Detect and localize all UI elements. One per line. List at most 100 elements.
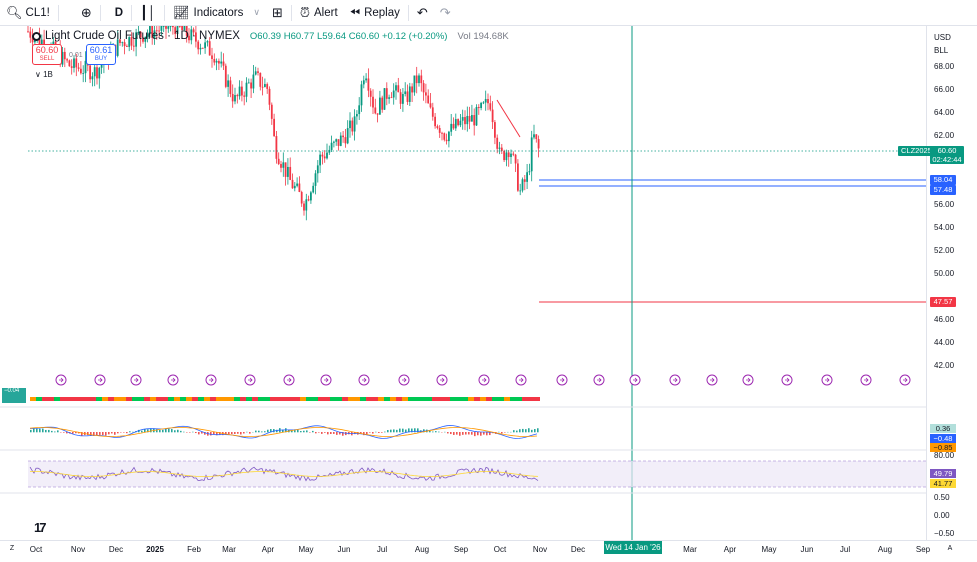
event-arrow-icon [362,377,367,383]
macd-bar [471,432,473,435]
strip-segment [246,397,252,401]
candle-body [498,147,501,149]
macd-bar [93,432,95,436]
strip-segment [342,397,348,401]
candle-body [273,118,275,137]
symbol-search[interactable]: 🔍︎ CL1! [0,0,56,26]
candle-body [176,26,179,35]
interval-label: D [114,6,124,19]
price-tick: 56.00 [934,200,955,209]
price-tick: 42.00 [934,361,955,370]
replay-button[interactable]: ⏪︎ Replay [344,0,406,26]
candle-body [420,75,423,84]
time-tick: Jul [839,545,851,554]
macd-bar [294,430,296,433]
macd-bar [327,432,329,435]
candle-body [487,98,489,104]
compare-button[interactable]: ⊕ [75,0,98,26]
candle-body [526,172,528,182]
candle-body [503,150,505,161]
strip-segment [114,397,120,401]
tradingview-logo[interactable]: 17 [34,520,47,535]
time-tick: 2025 [146,545,164,554]
strip-segment [414,397,420,401]
redo-button[interactable]: ↷ [434,0,457,26]
macd-bar [189,432,191,433]
time-tick: Oct [29,545,43,554]
macd-bar [483,432,485,435]
time-tick: May [298,545,314,554]
candle-body [234,95,236,102]
more-button[interactable] [917,0,977,26]
candle-body [66,59,68,61]
candle-body [195,32,197,42]
alert-button[interactable]: ⏰︎ Alert [294,0,344,26]
candle-body [291,179,294,189]
strip-segment [192,397,198,401]
candle-body [395,85,397,91]
candle-body [310,192,312,201]
interval-button[interactable]: D [109,0,129,26]
candles-icon: ┃│ [140,4,156,20]
strip-segment [270,397,276,401]
strip-segment [96,397,102,401]
rsi-tag: 41.77 [930,479,956,488]
auto-scale-button[interactable]: A [947,545,953,552]
unit-label[interactable]: BLL [934,46,949,55]
event-arrow-icon [785,377,790,383]
candle-body [178,26,181,27]
macd-bar [210,432,212,436]
strip-segment [204,397,210,401]
price-tick: 66.00 [934,85,955,94]
undo-button[interactable]: ↶ [411,0,434,26]
macd-bar [282,429,284,433]
quantity-stepper[interactable]: ∨ 1B [35,70,53,79]
sell-button[interactable]: 60.60 SELL [32,44,62,65]
macd-bar [261,431,263,433]
macd-bar [537,428,539,433]
candle-body [206,41,209,43]
candle-body [298,183,301,192]
macd-bar [306,430,308,433]
indicators-button[interactable]: 📈︎ Indicators ∨ [167,0,266,26]
macd-bar [72,432,74,434]
candle-body [399,92,402,104]
strip-segment [330,397,336,401]
candle-body [454,119,457,129]
price-chart[interactable] [0,26,977,540]
macd-bar [75,432,77,434]
candle-body [351,120,354,132]
candle-body [160,26,163,31]
candle-body [259,72,262,87]
timezone-icon[interactable]: Z [9,545,15,552]
buy-price: 60.61 [89,45,113,55]
candle-body [82,73,85,74]
chart-area[interactable] [0,26,977,562]
buy-button[interactable]: 60.61 BUY [86,44,116,65]
strip-segment [336,397,342,401]
candle-body [376,113,379,115]
candle-body [252,74,255,89]
time-tick: Nov [532,545,548,554]
chart-type-button[interactable]: ┃│ [134,0,162,26]
candle-body [218,60,220,64]
time-tick: Sep [915,545,931,554]
macd-bar [324,432,326,433]
candle-body [369,90,372,97]
candle-body [199,47,202,50]
templates-button[interactable]: ⊞ [266,0,289,26]
time-axis[interactable]: Z Oct Nov Dec 2025 Feb Mar Apr May Jun J… [0,540,977,562]
candle-body [535,134,538,140]
candle-body [477,107,480,109]
macd-bar [159,429,161,433]
candle-body [374,107,377,114]
currency-label[interactable]: USD [934,33,951,42]
strip-segment [450,397,456,401]
candle-body [385,88,388,99]
candle-body [323,156,326,159]
macd-bar [177,429,179,433]
strip-segment [90,397,96,401]
candle-body [342,135,344,138]
strip-segment [264,397,270,401]
price-tick: 68.00 [934,62,955,71]
